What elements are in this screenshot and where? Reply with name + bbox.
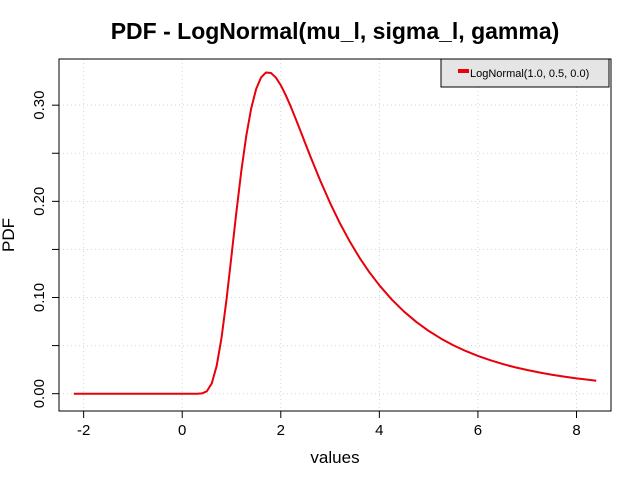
x-tick-label: 2 <box>277 422 285 439</box>
x-tick-label: 4 <box>375 422 383 439</box>
y-axis-label: PDF <box>0 218 18 252</box>
grid <box>59 59 611 411</box>
x-tick-label: 0 <box>178 422 186 439</box>
y-tick-label: 0.10 <box>31 283 48 312</box>
series-line <box>73 71 597 395</box>
x-tick-label: -2 <box>77 422 90 439</box>
x-tick-label: 8 <box>572 422 580 439</box>
y-tick-label: 0.00 <box>31 379 48 408</box>
plot-frame <box>58 58 612 412</box>
y-axis: 0.00 0.10 0.20 0.30 <box>31 91 59 408</box>
chart-title: PDF - LogNormal(mu_l, sigma_l, gamma) <box>111 18 560 44</box>
legend-entry: LogNormal(1.0, 0.5, 0.0) <box>470 68 589 80</box>
x-axis: -2 0 2 4 6 8 <box>77 411 581 439</box>
legend-swatch <box>458 69 469 73</box>
legend: LogNormal(1.0, 0.5, 0.0) <box>440 58 610 88</box>
y-tick-label: 0.20 <box>31 187 48 216</box>
x-tick-label: 6 <box>474 422 482 439</box>
y-tick-label: 0.30 <box>31 91 48 120</box>
x-axis-label: values <box>310 448 359 467</box>
